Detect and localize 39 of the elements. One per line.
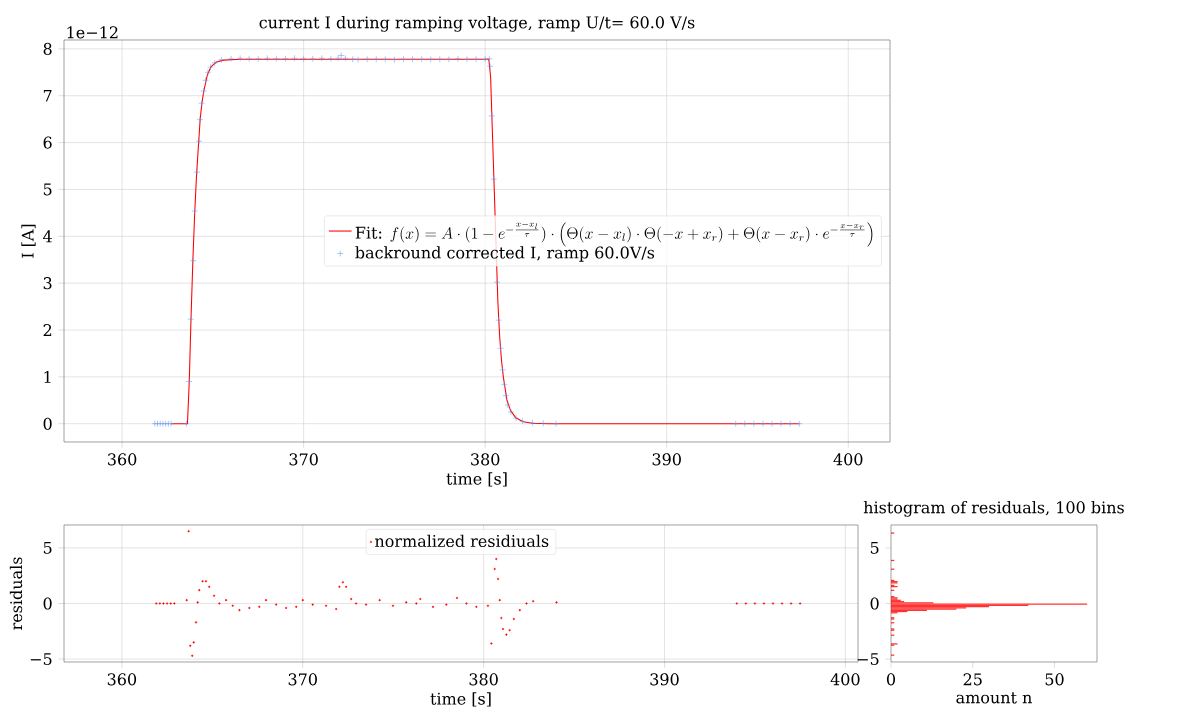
- x-tick-label: 390: [652, 453, 681, 466]
- x-tick-label: 400: [833, 453, 863, 466]
- x-tick-label: 380: [469, 673, 498, 686]
- x-tick-label: 50: [1045, 673, 1064, 686]
- x-axis-title: time [s]: [446, 472, 507, 487]
- chart-title: histogram of residuals, 100 bins: [863, 501, 1124, 517]
- y-tick-label: 5: [43, 541, 52, 554]
- y-tick-label: 0: [43, 417, 52, 430]
- legend-label: normalized residiuals: [375, 534, 549, 548]
- x-tick-label: 390: [650, 673, 679, 686]
- y-tick-label: 5: [870, 541, 879, 554]
- y-tick-label: 1: [44, 370, 51, 383]
- text: 1e−12: [67, 26, 118, 39]
- x-tick-label: 25: [963, 673, 982, 686]
- x-axis-title: time [s]: [430, 692, 491, 707]
- y-tick-label: 3: [43, 277, 52, 290]
- y-tick-label: 2: [43, 324, 52, 336]
- x-tick-label: 360: [108, 453, 137, 466]
- y-tick-label: 6: [43, 136, 52, 149]
- x-tick-label: 370: [288, 673, 317, 686]
- y-tick-label: 0: [870, 597, 879, 610]
- y-tick-label: −5: [857, 653, 879, 666]
- x-axis-title: amount n: [956, 692, 1032, 704]
- x-tick-label: 380: [471, 453, 500, 466]
- legend-label: $\textrm{Fit: }f(x) = A\cdot(1-e^{-\frac{x-x_l}{\tau}})\cdot\left(\Theta(x-x_l)\cdot\Theta(-x+x_r)+\Theta(x-x_r)\cdot e^{-\frac{x-x_r}{\tau}}\right)$: [355, 222, 873, 247]
- x-tick-label: 0: [886, 673, 896, 686]
- chart-title: current I during ramping voltage, ramp U/t= 60.0 V/s: [259, 16, 695, 32]
- y-axis-title: I [A]: [21, 224, 36, 258]
- x-tick-label: 360: [107, 673, 137, 686]
- y-tick-label: 5: [43, 183, 52, 196]
- x-tick-label: 400: [830, 673, 860, 686]
- y-tick-label: 8: [43, 42, 52, 55]
- x-tick-label: 370: [289, 453, 318, 466]
- y-axis-title: residuals: [9, 557, 23, 630]
- y-tick-label: 4: [43, 230, 52, 243]
- y-tick-label: 0: [43, 597, 52, 610]
- y-tick-label: 7: [43, 89, 52, 102]
- legend-label: backround corrected I, ramp 60.0V/s: [355, 246, 655, 262]
- y-tick-label: −5: [30, 653, 52, 666]
